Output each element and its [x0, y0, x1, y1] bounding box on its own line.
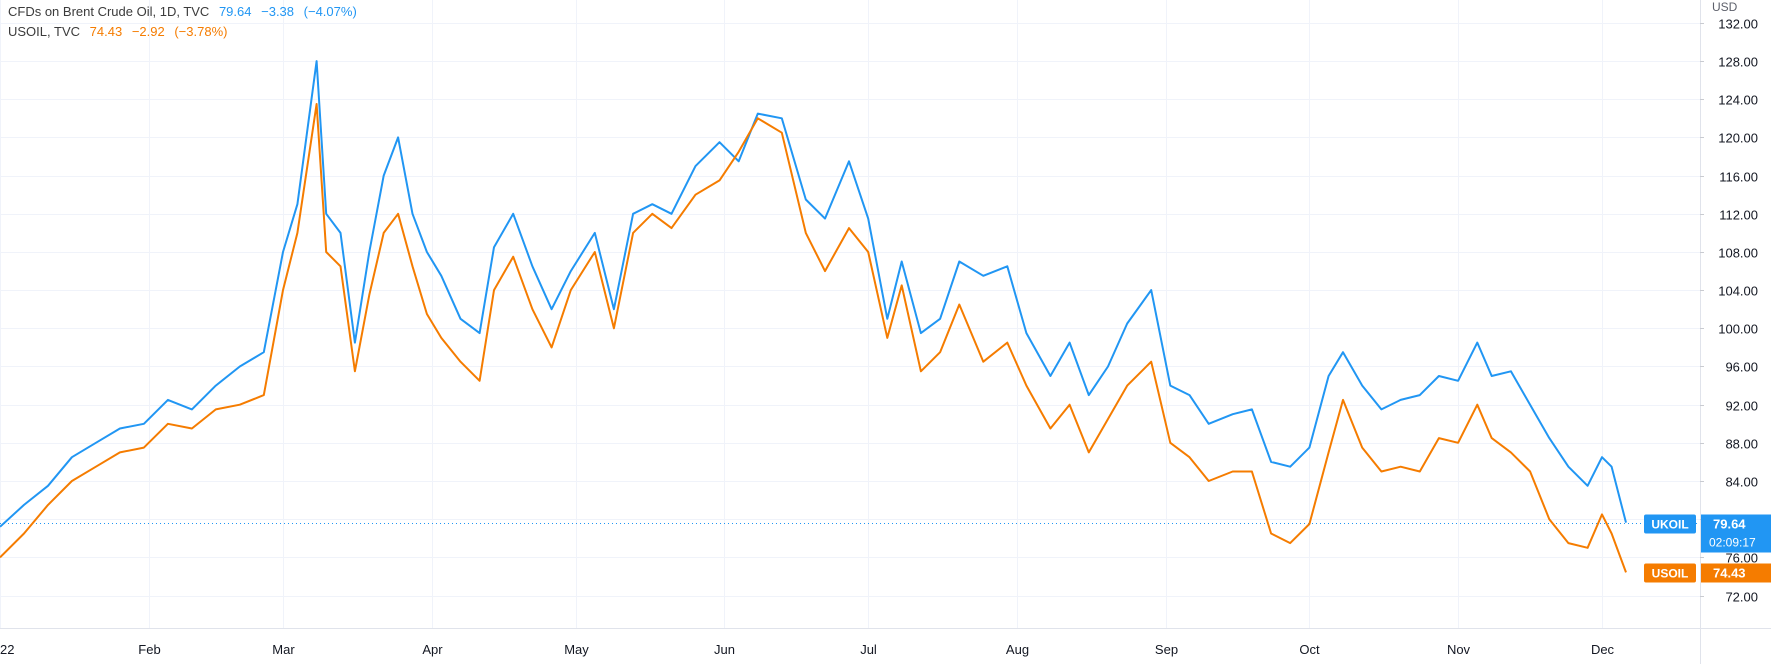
x-tick-label: May	[564, 642, 589, 657]
usoil-price-label: 74.43	[1713, 566, 1746, 581]
x-tick-label: 22	[0, 642, 14, 657]
y-tick-label: 84.00	[1725, 475, 1758, 490]
price-tags: UKOIL 79.64 02:09:17 USOIL 74.43	[1644, 514, 1771, 583]
y-tick-label: 112.00	[1719, 208, 1758, 223]
gridlines	[0, 0, 1700, 628]
x-tick-label: Mar	[272, 642, 295, 657]
legend-brent-change: −3.38	[261, 4, 295, 19]
x-tick-label: Oct	[1299, 642, 1320, 657]
x-tick-label: Apr	[422, 642, 443, 657]
x-tick-label: Nov	[1447, 642, 1471, 657]
x-tick-label: Sep	[1155, 642, 1178, 657]
x-tick-label: Jul	[860, 642, 877, 657]
y-tick-label: 72.00	[1725, 590, 1758, 605]
legend-brent-last: 79.64	[218, 4, 252, 19]
legend-brent-name: CFDs on Brent Crude Oil, 1D, TVC	[8, 4, 210, 19]
legend-usoil-change-pct: (−3.78%)	[174, 24, 228, 39]
ukoil-symbol-label: UKOIL	[1651, 518, 1688, 532]
legend-usoil-change: −2.92	[131, 24, 165, 39]
legend-usoil-name: USOIL, TVC	[8, 24, 81, 39]
x-tick-label: Jun	[714, 642, 735, 657]
series-lines	[0, 60, 1627, 573]
y-tick-label: 88.00	[1725, 437, 1758, 452]
y-tick-label: 132.00	[1718, 17, 1758, 32]
legend-usoil-last: 74.43	[89, 24, 123, 39]
y-tick-label: 96.00	[1725, 360, 1758, 375]
ukoil-countdown-label: 02:09:17	[1709, 536, 1756, 550]
x-tick-label: Dec	[1591, 642, 1615, 657]
y-tick-label: 116.00	[1719, 170, 1758, 185]
usoil-symbol-label: USOIL	[1652, 567, 1689, 581]
ukoil-price-label: 79.64	[1713, 517, 1746, 532]
series-line-usoil	[0, 103, 1627, 573]
y-tick-label: 124.00	[1718, 93, 1758, 108]
x-tick-label: Feb	[138, 642, 160, 657]
y-tick-label: 120.00	[1718, 131, 1758, 146]
y-tick-label: 100.00	[1718, 322, 1758, 337]
time-axis[interactable]: 22 Feb Mar Apr May Jun Jul Aug Sep Oct Nov Dec	[0, 642, 1615, 657]
usoil-price-tag: USOIL 74.43	[1644, 563, 1771, 583]
y-tick-label: 108.00	[1718, 246, 1758, 261]
y-tick-label: 128.00	[1718, 55, 1758, 70]
ukoil-price-tag: UKOIL 79.64 02:09:17	[1644, 514, 1771, 553]
x-tick-label: Aug	[1006, 642, 1029, 657]
currency-label: USD	[1712, 0, 1738, 14]
y-tick-label: 104.00	[1718, 284, 1758, 299]
series-line-brent	[0, 60, 1627, 528]
y-tick-label: 92.00	[1725, 399, 1758, 414]
legend-row-usoil[interactable]: USOIL, TVC 74.43 −2.92 (−3.78%)	[8, 24, 227, 40]
y-tick-label: 76.00	[1725, 551, 1758, 566]
legend-brent-change-pct: (−4.07%)	[303, 4, 357, 19]
legend-row-brent[interactable]: CFDs on Brent Crude Oil, 1D, TVC 79.64 −…	[8, 4, 357, 20]
